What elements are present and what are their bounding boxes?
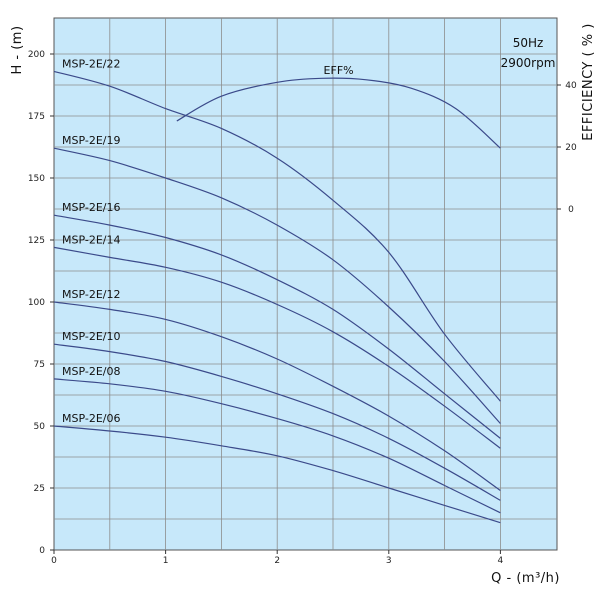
- head-curve-msp-2e-16: [53, 214, 501, 439]
- curve-labels: MSP-2E/22 MSP-2E/19 MSP-2E/16 MSP-2E/14 MSP-…: [62, 57, 354, 425]
- head-curve-msp-2e-10: [53, 343, 501, 501]
- x-tick-label: 4: [498, 556, 504, 566]
- speed-note: 2900rpm: [501, 56, 556, 70]
- y-tick-label: 100: [28, 298, 45, 308]
- curve-label: MSP-2E/19: [62, 134, 121, 147]
- y2-axis-title: EFFICIENCY ( % ): [581, 23, 596, 141]
- y-tick-label: 25: [34, 484, 45, 494]
- y2-tick-label: 40: [565, 81, 577, 91]
- efficiency-label: EFF%: [324, 64, 354, 77]
- curve-label: MSP-2E/06: [62, 412, 121, 425]
- curve-label: MSP-2E/10: [62, 330, 121, 343]
- x-tick-label: 3: [386, 556, 392, 566]
- x-tick-label: 0: [51, 556, 57, 566]
- head-curve-msp-2e-08: [53, 378, 501, 514]
- y-tick-label: 0: [39, 546, 45, 556]
- y-tick-label: 125: [28, 236, 45, 246]
- curve-label: MSP-2E/08: [62, 365, 121, 378]
- head-curve-msp-2e-14: [53, 246, 501, 449]
- y-tick-label: 75: [34, 360, 45, 370]
- y2-tick-label: 0: [568, 205, 574, 215]
- y-axis-title: H - (m): [10, 25, 25, 74]
- curve-label: MSP-2E/22: [62, 57, 121, 70]
- head-curves: [53, 70, 501, 524]
- plot-area: [53, 17, 558, 551]
- head-curve-msp-2e-12: [53, 301, 501, 491]
- frequency-note: 50Hz: [513, 36, 544, 50]
- x-axis-title: Q - (m³/h): [491, 571, 560, 586]
- y-tick-label: 175: [28, 112, 45, 122]
- efficiency-curve: [176, 77, 501, 149]
- y-tick-label: 50: [34, 422, 46, 432]
- x-tick-label: 2: [274, 556, 280, 566]
- head-curve-msp-2e-22: [53, 70, 501, 402]
- y2-tick-label: 20: [565, 143, 577, 153]
- curve-label: MSP-2E/14: [62, 233, 121, 246]
- curve-label: MSP-2E/12: [62, 288, 121, 301]
- y-tick-label: 150: [28, 174, 45, 184]
- y-tick-label: 200: [28, 50, 45, 60]
- head-curve-msp-2e-19: [53, 147, 501, 424]
- x-tick-label: 1: [163, 556, 169, 566]
- head-curve-msp-2e-06: [53, 425, 501, 524]
- grid-lines: [54, 18, 557, 550]
- curve-label: MSP-2E/16: [62, 201, 121, 214]
